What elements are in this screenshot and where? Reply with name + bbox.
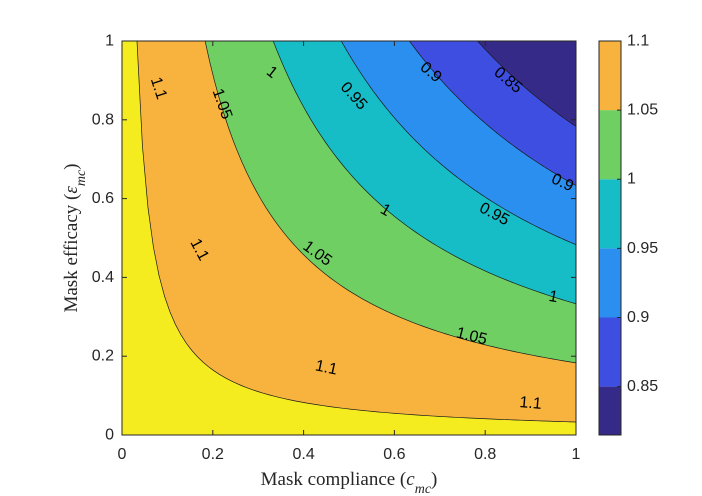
- x-tick-label: 0.8: [474, 446, 496, 463]
- y-tick-label: 1: [105, 33, 114, 50]
- y-tick-label: 0.4: [92, 269, 114, 286]
- colorbar-segment: [599, 179, 621, 249]
- contour-line-1.05: [204, 41, 576, 364]
- x-tick-label: 1: [572, 446, 581, 463]
- contour-label: 1.1: [147, 75, 170, 102]
- x-tick-label: 0.2: [202, 446, 224, 463]
- y-axis: 0 0.2 0.4 0.6 0.8 1: [92, 33, 576, 444]
- x-axis-label: Mask compliance (cmc): [261, 469, 438, 496]
- colorbar-segment: [599, 386, 621, 435]
- colorbar-tick-label: 0.9: [627, 309, 649, 326]
- contour-line-0.9: [409, 41, 576, 186]
- band-below-0.85: [477, 41, 576, 127]
- colorbar-tick-label: 1: [627, 171, 636, 188]
- x-axis: 0 0.2 0.4 0.6 0.8 1: [118, 41, 581, 463]
- contour-line-1.1: [136, 41, 576, 423]
- colorbar-tick-label: 0.85: [627, 378, 658, 395]
- colorbar-tick-label: 1.05: [627, 102, 658, 119]
- x-tick-label: 0.6: [383, 446, 405, 463]
- contour-lines: [136, 41, 576, 423]
- x-tick-label: 0: [118, 446, 127, 463]
- colorbar-tick-label: 0.95: [627, 240, 658, 257]
- colorbar-segment: [599, 41, 621, 111]
- contour-label: 1.1: [519, 394, 543, 413]
- y-tick-label: 0: [105, 427, 114, 444]
- colorbar-segment: [599, 110, 621, 180]
- y-tick-label: 0.6: [92, 190, 114, 207]
- contour-line-0.95: [340, 41, 576, 246]
- x-tick-label: 0.4: [292, 446, 314, 463]
- contour-line-1: [272, 41, 576, 305]
- colorbar-segment: [599, 248, 621, 318]
- contour-line-0.85: [477, 41, 576, 127]
- colorbar-segment: [599, 317, 621, 387]
- contour-label: 1.1: [314, 357, 339, 378]
- contour-label: 1: [547, 288, 559, 306]
- y-axis-label: Mask efficacy (εmc): [61, 163, 89, 312]
- colorbar-tick-label: 1.1: [627, 33, 649, 50]
- colorbar: 0.85 0.9 0.95 1 1.05 1.1: [598, 33, 658, 436]
- y-tick-label: 0.2: [92, 348, 114, 365]
- colorbar-frame: [598, 40, 622, 436]
- y-tick-label: 0.8: [92, 111, 114, 128]
- plot-frame: [121, 40, 577, 436]
